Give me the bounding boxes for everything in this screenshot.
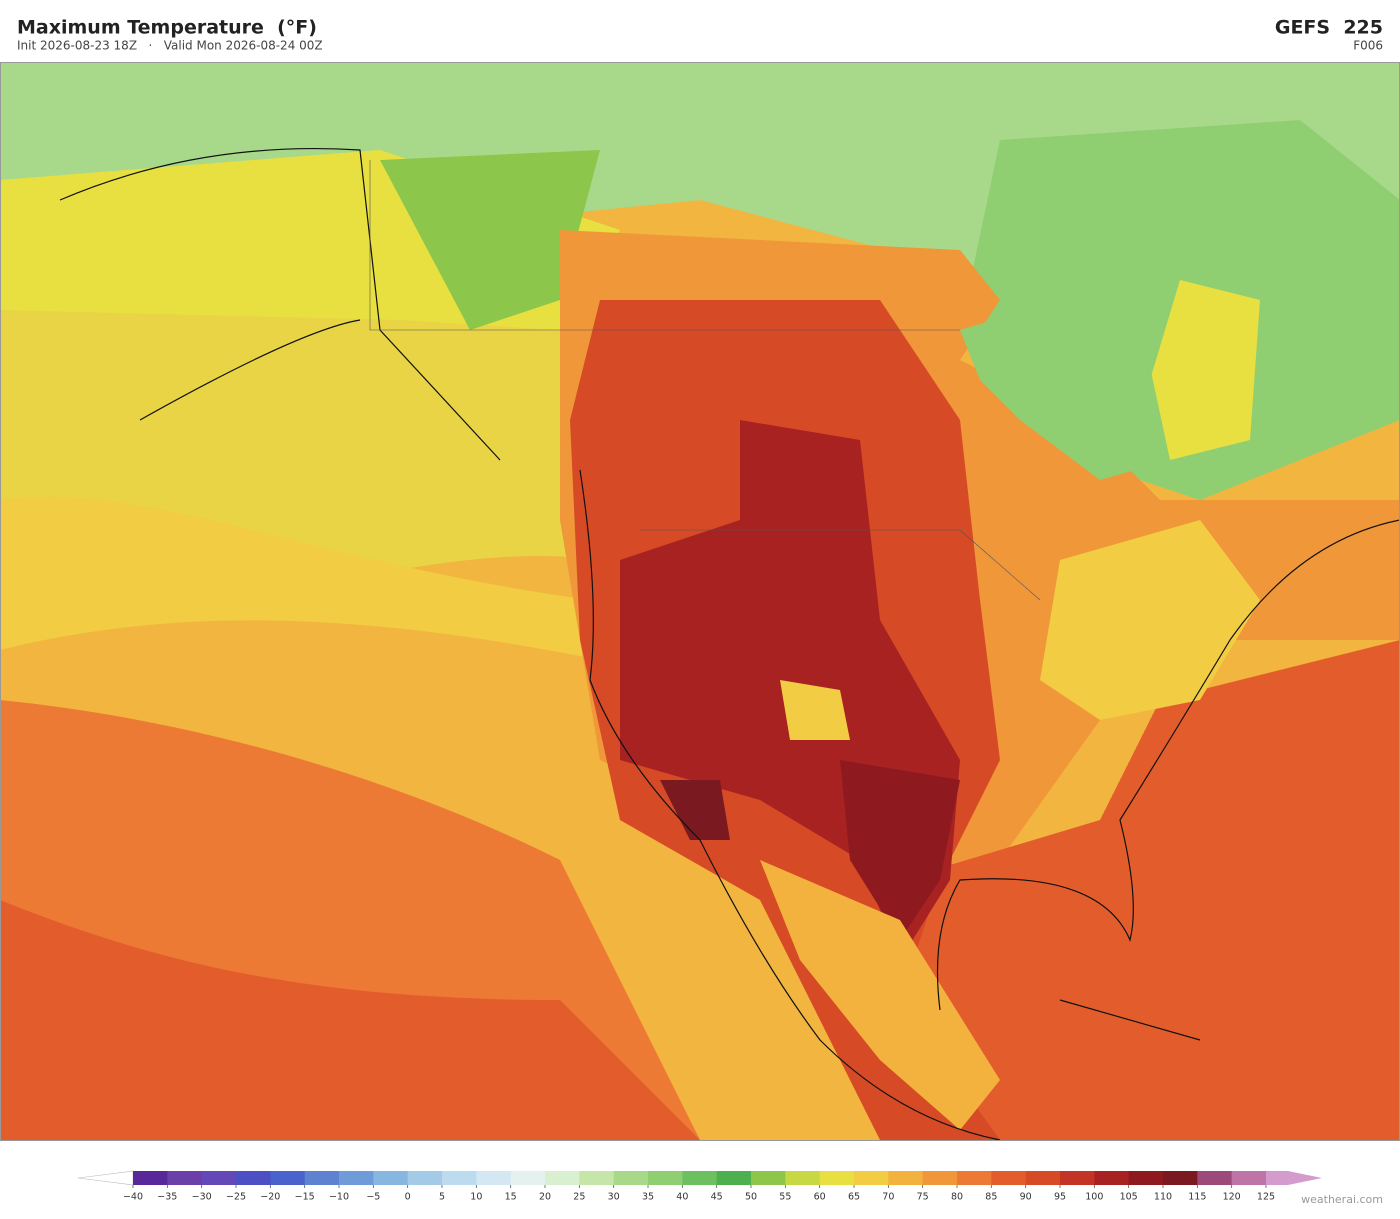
colorbar-under (77, 1170, 134, 1186)
colorbar-bin (510, 1171, 546, 1185)
colorbar-bin (751, 1171, 786, 1185)
colorbar-tick-label: 75 (917, 1192, 929, 1203)
colorbar-bin (1163, 1171, 1198, 1185)
colorbar-tick-label: 65 (848, 1192, 860, 1203)
colorbar-bin (1197, 1171, 1233, 1185)
colorbar-tick-label: −30 (192, 1192, 212, 1203)
colorbar-tick-label: −20 (260, 1192, 280, 1203)
title: Maximum Temperature (°F) (17, 17, 317, 39)
colorbar-tick-label: −25 (226, 1192, 246, 1203)
colorbar-tick-label: 0 (405, 1192, 411, 1203)
colorbar-bin (304, 1171, 340, 1185)
colorbar-bin (373, 1171, 409, 1185)
colorbar-bin (922, 1171, 958, 1185)
colorbar-tick-label: 55 (779, 1192, 791, 1203)
colorbar-bin (648, 1171, 683, 1185)
colorbar-tick-label: 115 (1188, 1192, 1206, 1203)
colorbar-bin (682, 1171, 718, 1185)
colorbar-tick-label: 10 (470, 1192, 482, 1203)
colorbar-bin (854, 1171, 889, 1185)
colorbar-bin (545, 1171, 580, 1185)
colorbar-tick-label: 20 (539, 1192, 551, 1203)
colorbar-bin (819, 1171, 855, 1185)
colorbar-over-tip (1288, 1171, 1322, 1185)
colorbar-bin (133, 1171, 168, 1185)
colorbar-bin (716, 1171, 752, 1185)
colorbar-tick-label: 100 (1085, 1192, 1103, 1203)
colorbar-tick-label: 110 (1154, 1192, 1172, 1203)
colorbar-bin (991, 1171, 1027, 1185)
colorbar-tick-label: 105 (1120, 1192, 1138, 1203)
colorbar-tick-label: 30 (608, 1192, 620, 1203)
colorbar-tick-label: 45 (711, 1192, 723, 1203)
forecast-hour: F006 (1353, 39, 1383, 53)
colorbar-bin (442, 1171, 477, 1185)
colorbar-tick-label: 120 (1223, 1192, 1241, 1203)
model: GEFS 225 (1275, 17, 1383, 39)
colorbar-tick-label: −10 (329, 1192, 349, 1203)
colorbar-bin (339, 1171, 374, 1185)
watermark: weatherai.com (1301, 1193, 1383, 1206)
colorbar-bin (236, 1171, 271, 1185)
colorbar-tick-label: 60 (814, 1192, 826, 1203)
subtitle: Init 2026-08-23 18Z · Valid Mon 2026-08-… (17, 39, 323, 53)
colorbar-tick-label: 50 (745, 1192, 757, 1203)
colorbar-tick-label: 25 (573, 1192, 585, 1203)
colorbar-bin (613, 1171, 649, 1185)
colorbar-bin (579, 1171, 615, 1185)
colorbar-bin (957, 1171, 992, 1185)
map (0, 62, 1400, 1141)
colorbar-tick-label: 5 (439, 1192, 445, 1203)
colorbar-bin (270, 1171, 306, 1185)
colorbar-bin (201, 1171, 237, 1185)
colorbar-tick-label: −40 (123, 1192, 143, 1203)
colorbar-over (1266, 1171, 1288, 1185)
colorbar-tick-label: 90 (1020, 1192, 1032, 1203)
colorbar-tick-label: 80 (951, 1192, 963, 1203)
colorbar-tick-label: −15 (295, 1192, 315, 1203)
colorbar-tick-label: −5 (366, 1192, 380, 1203)
colorbar-bin (407, 1171, 443, 1185)
colorbar-bin (888, 1171, 924, 1185)
colorbar-bin (167, 1171, 203, 1185)
colorbar-bin (1231, 1171, 1267, 1185)
colorbar-bin (476, 1171, 512, 1185)
colorbar-bin (1025, 1171, 1061, 1185)
colorbar-tick-label: 70 (882, 1192, 894, 1203)
colorbar-bin (1094, 1171, 1130, 1185)
colorbar-bin (1128, 1171, 1164, 1185)
colorbar-tick-label: 85 (985, 1192, 997, 1203)
colorbar-bin (1060, 1171, 1095, 1185)
colorbar-tick-label: 95 (1054, 1192, 1066, 1203)
colorbar-tick-label: 35 (642, 1192, 654, 1203)
colorbar-tick-label: 125 (1257, 1192, 1275, 1203)
colorbar-bin (785, 1171, 821, 1185)
colorbar-tick-label: 40 (676, 1192, 688, 1203)
colorbar-tick-label: 15 (505, 1192, 517, 1203)
colorbar-tick-label: −35 (157, 1192, 177, 1203)
